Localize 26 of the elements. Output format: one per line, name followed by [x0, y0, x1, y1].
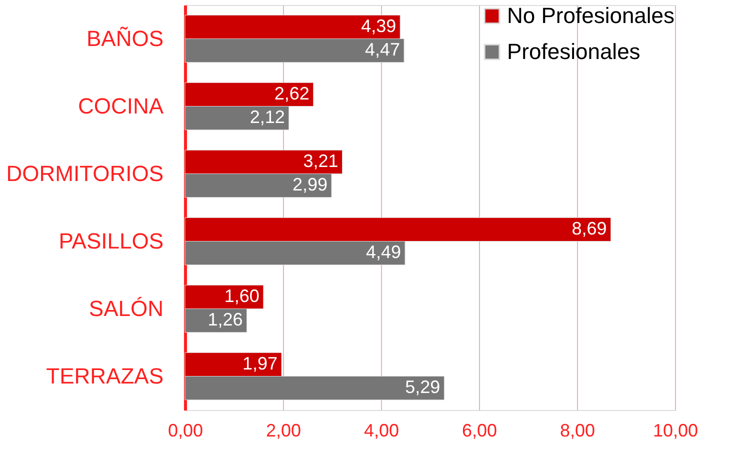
data-label: 4,49 [366, 242, 402, 262]
data-label: 2,12 [250, 107, 285, 128]
data-label: 8,69 [572, 218, 607, 238]
x-tick-label: 0,00 [168, 420, 204, 440]
data-label: 3,21 [303, 150, 338, 171]
legend-label: Profesionales [507, 39, 640, 64]
data-label: 4,47 [364, 40, 400, 60]
y-tick-label: BAÑOS [86, 26, 164, 51]
x-tick-label: 8,00 [560, 420, 596, 440]
y-tick-label: PASILLOS [58, 228, 164, 254]
data-label: 4,39 [361, 16, 396, 36]
data-label: 5,29 [405, 377, 440, 398]
y-tick-label: DORMITORIOS [6, 160, 164, 186]
y-tick-label: SALÓN [88, 296, 164, 321]
x-tick-label: 2,00 [266, 420, 302, 440]
legend-label: No Profesionales [507, 3, 675, 28]
data-label: 1,60 [224, 286, 260, 306]
y-tick-label: TERRAZAS [46, 363, 164, 388]
x-tick-label: 10,00 [652, 420, 698, 440]
x-tick-label: 6,00 [462, 420, 498, 440]
y-tick-label: COCINA [78, 93, 164, 118]
data-label: 2,62 [274, 83, 310, 104]
data-label: 1,26 [208, 310, 243, 330]
data-label: 1,97 [242, 353, 278, 374]
data-label: 2,99 [292, 174, 328, 195]
x-tick-label: 4,00 [364, 420, 400, 440]
